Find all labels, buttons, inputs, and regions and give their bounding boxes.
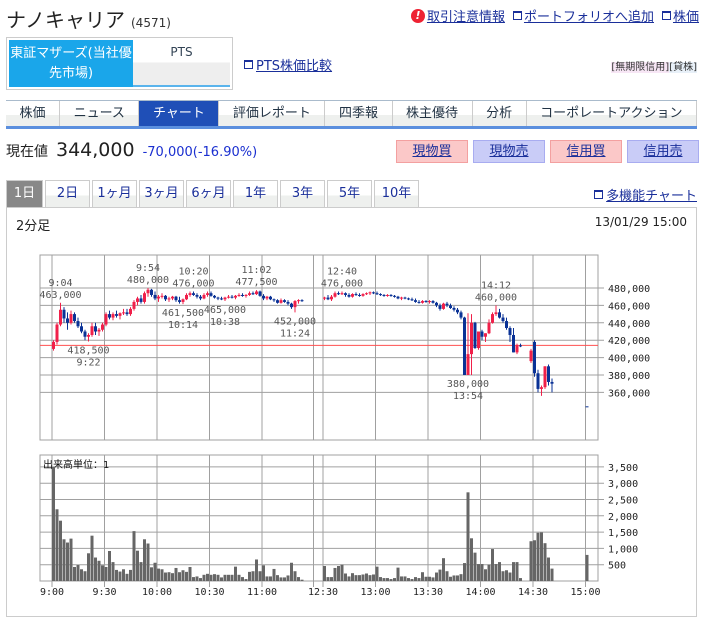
chart-interval: 2分足 [16,219,51,234]
portfolio-link[interactable]: ポートフォリオへ追加 [512,6,654,25]
buy-button-0[interactable]: 現物買 [396,140,468,163]
portfolio-link-label[interactable]: ポートフォリオへ追加 [523,10,654,25]
period-tab-6[interactable]: 3年 [280,180,325,207]
caution-link[interactable]: ! 取引注意情報 [410,6,505,25]
tab-7[interactable]: コーポレートアクション [526,101,698,126]
tab-1[interactable]: ニュース [60,101,140,126]
market-tse-tab[interactable]: 東証マザーズ(当社優先市場) [9,40,133,87]
price-change-pct: (-16.90%) [192,145,258,160]
tab-0[interactable]: 株価 [6,101,61,126]
sell-button-1[interactable]: 現物売 [473,140,545,163]
credit-badges: [無期限信用][貸株] [611,58,697,73]
price-label: 現在値 [6,144,48,160]
multi-chart-label[interactable]: 多機能チャート [606,189,697,204]
period-tab-8[interactable]: 10年 [374,180,419,207]
market-pts-tab[interactable]: PTS [133,40,230,87]
chart-datetime: 13/01/29 15:00 [594,215,687,229]
tab-3[interactable]: 評価レポート [219,101,326,126]
period-tab-3[interactable]: 3ヶ月 [139,180,184,207]
pts-compare-label[interactable]: PTS株価比較 [256,59,333,74]
window-icon [594,190,604,199]
period-tab-4[interactable]: 6ヶ月 [186,180,231,207]
quote: 現在値 344,000 -70,000(-16.90%) [6,139,257,161]
lending-badge: [貸株] [669,62,697,73]
stock-price-link[interactable]: 株価 [661,6,699,25]
period-tab-5[interactable]: 1年 [233,180,278,207]
trade-buttons: 現物買 現物売 信用買 信用売 [396,140,699,163]
window-icon [661,11,671,20]
portfolio-icon [512,11,522,20]
tab-4[interactable]: 四季報 [325,101,393,126]
window-icon [244,60,253,69]
tab-2[interactable]: チャート [139,101,220,126]
unlimited-credit-badge: [無期限信用] [611,62,670,73]
period-tab-1[interactable]: 2日 [45,180,90,207]
price-change: -70,000 [142,145,193,160]
stock-price-link-label[interactable]: 株価 [672,10,699,25]
warning-icon: ! [410,8,425,23]
pts-compare-link[interactable]: PTS株価比較 [244,55,332,74]
period-tabs: 1日 2日 1ヶ月 3ヶ月 6ヶ月 1年 3年 5年 10年 [6,180,419,207]
market-selector: 東証マザーズ(当社優先市場) PTS [6,37,233,90]
sell-button-3[interactable]: 信用売 [627,140,699,163]
chart-panel [6,207,697,617]
header-links: ! 取引注意情報 ポートフォリオへ追加 株価 [410,6,699,25]
stock-title: ナノキャリア (4571) [6,4,171,33]
caution-link-label[interactable]: 取引注意情報 [426,10,505,25]
current-price: 344,000 [56,139,135,161]
tab-6[interactable]: 分析 [472,101,527,126]
period-tab-7[interactable]: 5年 [327,180,372,207]
main-tabs: 株価 ニュース チャート 評価レポート 四季報 株主優待 分析 コーポレートアクション [6,100,698,129]
stock-code: (4571) [131,16,171,30]
tab-5[interactable]: 株主優待 [392,101,473,126]
multi-chart-link[interactable]: 多機能チャート [594,185,697,204]
stock-name: ナノキャリア [6,8,125,32]
period-tab-0[interactable]: 1日 [6,180,43,207]
period-tab-2[interactable]: 1ヶ月 [92,180,137,207]
buy-button-2[interactable]: 信用買 [550,140,622,163]
